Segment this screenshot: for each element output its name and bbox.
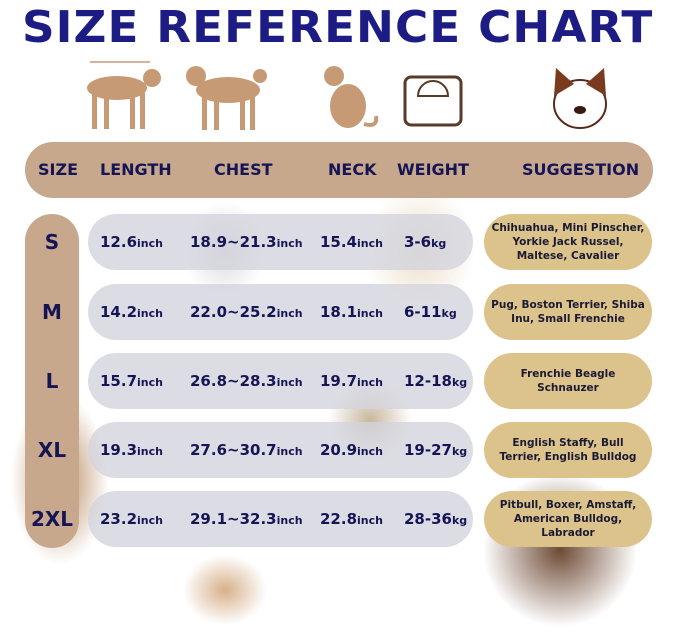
neck-value: 19.7inch [320, 372, 383, 390]
length-value: 23.2inch [100, 510, 163, 528]
size-column [25, 214, 79, 548]
weight-value: 6-11kg [404, 303, 457, 321]
suggestion-badge: Pug, Boston Terrier, Shiba Inu, Small Fr… [484, 284, 652, 340]
neck-value: 20.9inch [320, 441, 383, 459]
dog-length-icon [87, 61, 161, 129]
header-neck: NECK [328, 160, 377, 179]
scale-icon [403, 75, 463, 127]
neck-value: 22.8inch [320, 510, 383, 528]
table-row [88, 214, 473, 270]
chest-value: 22.0~25.2inch [190, 303, 303, 321]
table-row [88, 284, 473, 340]
length-value: 12.6inch [100, 233, 163, 251]
dog-chest-icon [186, 66, 267, 130]
header-chest: CHEST [214, 160, 273, 179]
length-value: 19.3inch [100, 441, 163, 459]
size-label: XL [37, 438, 67, 462]
weight-value: 12-18kg [404, 372, 468, 390]
neck-value: 18.1inch [320, 303, 383, 321]
chart-title: SIZE REFERENCE CHART [22, 2, 654, 53]
weight-value: 28-36kg [404, 510, 468, 528]
suggestion-badge: Chihuahua, Mini Pinscher, Yorkie Jack Ru… [484, 214, 652, 270]
length-value: 15.7inch [100, 372, 163, 390]
size-label: L [45, 369, 59, 393]
size-label: S [44, 230, 60, 254]
size-label: 2XL [30, 507, 74, 531]
suggestion-badge: English Staffy, Bull Terrier, English Bu… [484, 422, 652, 478]
table-row [88, 353, 473, 409]
table-row [88, 422, 473, 478]
length-value: 14.2inch [100, 303, 163, 321]
dog-neck-icon [324, 66, 379, 128]
header-weight: WEIGHT [397, 160, 469, 179]
weight-value: 3-6kg [404, 233, 447, 251]
chest-value: 27.6~30.7inch [190, 441, 303, 459]
suggestion-badge: Pitbull, Boxer, Amstaff, American Bulldo… [484, 491, 652, 547]
chest-value: 29.1~32.3inch [190, 510, 303, 528]
dog-face-icon [553, 68, 607, 129]
header-size: SIZE [38, 160, 79, 179]
header-suggestion: SUGGESTION [522, 160, 640, 179]
size-label: M [42, 300, 62, 324]
header-length: LENGTH [100, 160, 172, 179]
table-header [25, 142, 653, 198]
weight-value: 19-27kg [404, 441, 468, 459]
table-row [88, 491, 473, 547]
neck-value: 15.4inch [320, 233, 383, 251]
chest-value: 18.9~21.3inch [190, 233, 303, 251]
suggestion-badge: Frenchie Beagle Schnauzer [484, 353, 652, 409]
chest-value: 26.8~28.3inch [190, 372, 303, 390]
